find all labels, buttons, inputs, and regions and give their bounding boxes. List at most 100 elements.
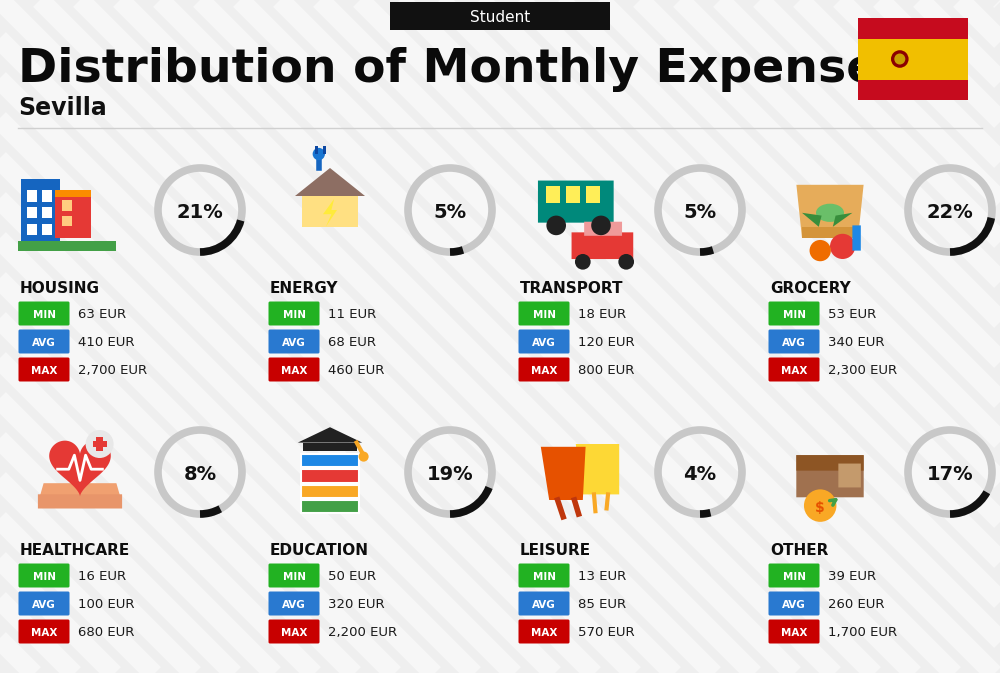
- Text: 120 EUR: 120 EUR: [578, 336, 635, 349]
- Text: 4%: 4%: [683, 464, 717, 483]
- Circle shape: [810, 240, 831, 261]
- Text: MAX: MAX: [31, 627, 57, 637]
- Text: 18 EUR: 18 EUR: [578, 308, 626, 321]
- FancyBboxPatch shape: [572, 232, 633, 259]
- Polygon shape: [802, 213, 822, 227]
- Text: AVG: AVG: [782, 600, 806, 610]
- Text: 11 EUR: 11 EUR: [328, 308, 376, 321]
- FancyBboxPatch shape: [796, 455, 864, 470]
- FancyBboxPatch shape: [268, 563, 320, 588]
- Bar: [62, 200, 72, 211]
- FancyBboxPatch shape: [518, 302, 570, 326]
- Bar: [566, 186, 580, 203]
- Polygon shape: [295, 168, 365, 196]
- Text: 2,300 EUR: 2,300 EUR: [828, 364, 897, 377]
- FancyBboxPatch shape: [768, 302, 820, 326]
- FancyBboxPatch shape: [768, 330, 820, 353]
- Circle shape: [313, 148, 325, 160]
- Text: Student: Student: [470, 9, 530, 24]
- Bar: [96, 437, 103, 451]
- Text: TRANSPORT: TRANSPORT: [520, 281, 624, 296]
- FancyBboxPatch shape: [18, 302, 70, 326]
- Text: AVG: AVG: [282, 600, 306, 610]
- Text: HEALTHCARE: HEALTHCARE: [20, 543, 130, 558]
- Text: AVG: AVG: [32, 600, 56, 610]
- Bar: [858, 38, 968, 79]
- Text: ENERGY: ENERGY: [270, 281, 338, 296]
- Text: 5%: 5%: [683, 203, 717, 221]
- Text: 2,200 EUR: 2,200 EUR: [328, 626, 397, 639]
- Text: AVG: AVG: [32, 337, 56, 347]
- Text: 2,700 EUR: 2,700 EUR: [78, 364, 147, 377]
- Circle shape: [546, 215, 566, 235]
- Text: 410 EUR: 410 EUR: [78, 336, 134, 349]
- Circle shape: [591, 215, 611, 235]
- Text: MAX: MAX: [531, 627, 557, 637]
- FancyBboxPatch shape: [38, 494, 122, 509]
- Text: 460 EUR: 460 EUR: [328, 364, 384, 377]
- Circle shape: [86, 430, 114, 458]
- Text: 340 EUR: 340 EUR: [828, 336, 885, 349]
- FancyBboxPatch shape: [768, 592, 820, 616]
- FancyBboxPatch shape: [18, 620, 70, 643]
- Text: MIN: MIN: [782, 571, 806, 581]
- FancyBboxPatch shape: [538, 180, 614, 223]
- FancyBboxPatch shape: [518, 620, 570, 643]
- Polygon shape: [796, 185, 864, 238]
- FancyBboxPatch shape: [518, 357, 570, 382]
- Circle shape: [891, 50, 909, 68]
- Text: AVG: AVG: [282, 337, 306, 347]
- FancyBboxPatch shape: [18, 357, 70, 382]
- Circle shape: [618, 254, 634, 270]
- FancyBboxPatch shape: [584, 221, 622, 236]
- Bar: [323, 145, 326, 154]
- FancyBboxPatch shape: [518, 563, 570, 588]
- Bar: [546, 186, 560, 203]
- Text: MAX: MAX: [781, 627, 807, 637]
- Text: 19%: 19%: [427, 464, 473, 483]
- Text: 8%: 8%: [183, 464, 217, 483]
- Text: 100 EUR: 100 EUR: [78, 598, 134, 611]
- Polygon shape: [833, 213, 852, 227]
- FancyBboxPatch shape: [518, 592, 570, 616]
- Text: 320 EUR: 320 EUR: [328, 598, 385, 611]
- Polygon shape: [541, 447, 586, 500]
- Polygon shape: [323, 199, 337, 227]
- Text: 13 EUR: 13 EUR: [578, 570, 626, 583]
- Text: MIN: MIN: [782, 310, 806, 320]
- Text: 1,700 EUR: 1,700 EUR: [828, 626, 897, 639]
- Text: MIN: MIN: [532, 310, 556, 320]
- Bar: [62, 215, 72, 226]
- Text: 260 EUR: 260 EUR: [828, 598, 885, 611]
- Text: MAX: MAX: [281, 627, 307, 637]
- Bar: [802, 227, 858, 238]
- FancyBboxPatch shape: [18, 563, 70, 588]
- Polygon shape: [302, 196, 358, 227]
- FancyBboxPatch shape: [796, 455, 864, 497]
- Bar: [55, 190, 91, 238]
- Text: 22%: 22%: [927, 203, 973, 221]
- Text: MAX: MAX: [781, 365, 807, 376]
- Text: 68 EUR: 68 EUR: [328, 336, 376, 349]
- Text: MIN: MIN: [32, 571, 56, 581]
- Text: LEISURE: LEISURE: [520, 543, 591, 558]
- Text: 85 EUR: 85 EUR: [578, 598, 626, 611]
- Text: MAX: MAX: [31, 365, 57, 376]
- FancyBboxPatch shape: [268, 592, 320, 616]
- Polygon shape: [49, 441, 111, 496]
- Bar: [93, 441, 107, 448]
- Bar: [858, 18, 968, 38]
- FancyBboxPatch shape: [301, 500, 359, 513]
- FancyBboxPatch shape: [768, 357, 820, 382]
- FancyBboxPatch shape: [268, 302, 320, 326]
- FancyBboxPatch shape: [268, 620, 320, 643]
- Text: AVG: AVG: [782, 337, 806, 347]
- Text: 570 EUR: 570 EUR: [578, 626, 635, 639]
- Bar: [21, 179, 60, 244]
- Text: 17%: 17%: [927, 464, 973, 483]
- Text: $: $: [815, 501, 825, 515]
- Text: 16 EUR: 16 EUR: [78, 570, 126, 583]
- Text: 680 EUR: 680 EUR: [78, 626, 134, 639]
- FancyBboxPatch shape: [518, 330, 570, 353]
- FancyBboxPatch shape: [18, 330, 70, 353]
